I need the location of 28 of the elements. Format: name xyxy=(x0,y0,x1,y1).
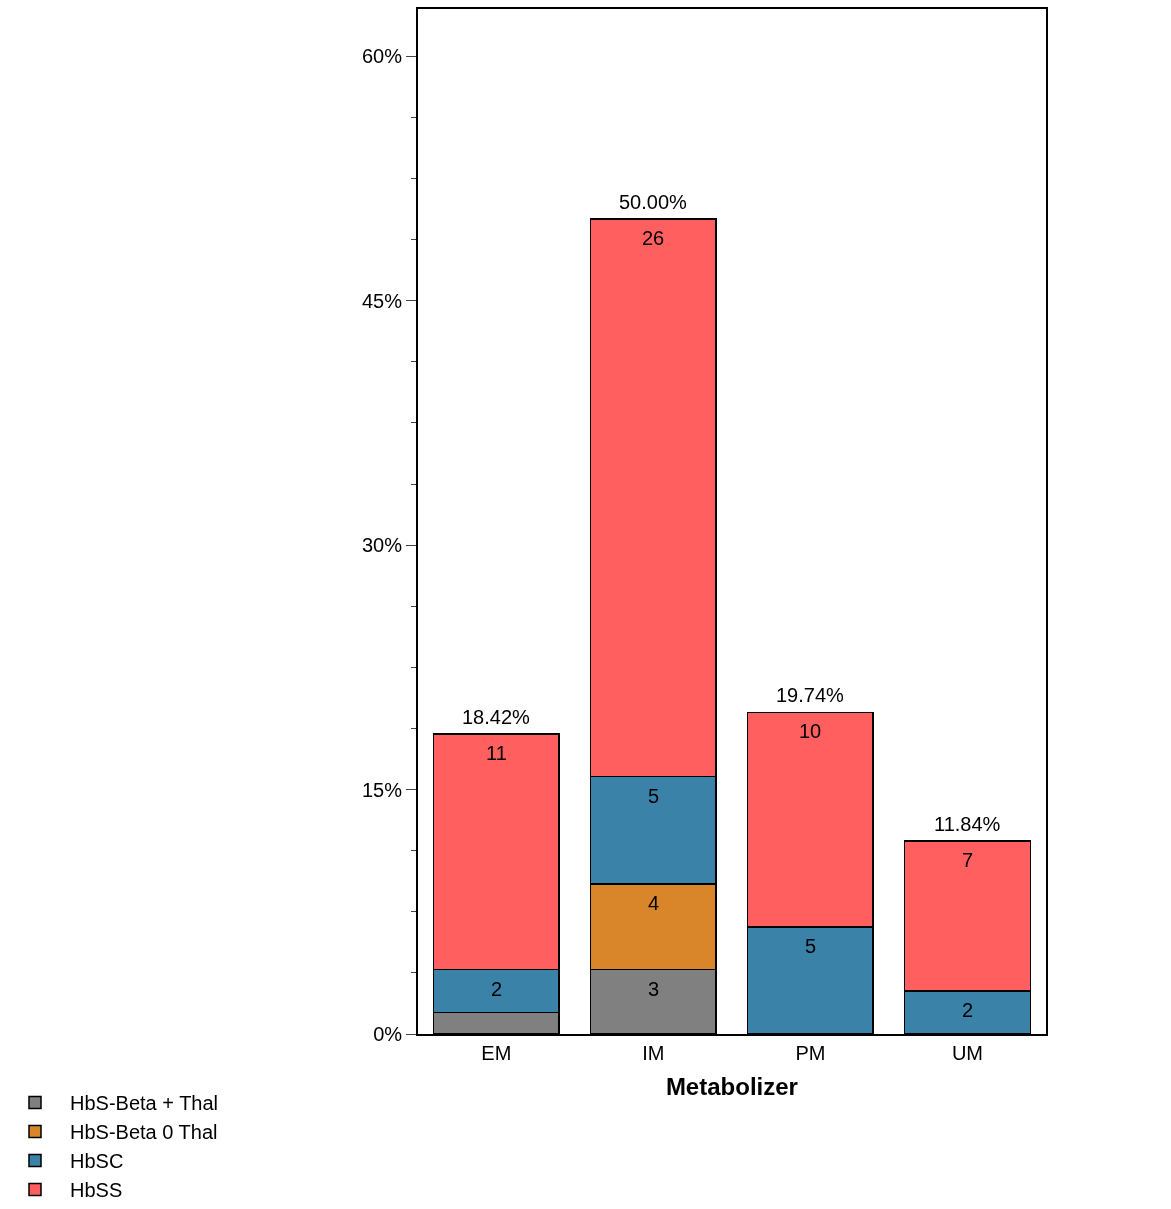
annotation: 3 xyxy=(648,978,660,1000)
legend-label: HbS-Beta 0 Thal xyxy=(70,1121,218,1144)
annotation: 4 xyxy=(648,892,660,914)
annotation: 10 xyxy=(799,720,822,742)
total-label: 50.00% xyxy=(619,191,688,213)
x-axis-title: Metabolizer xyxy=(665,1072,798,1100)
annotation: 5 xyxy=(648,785,660,807)
y-tick-label: 45% xyxy=(362,289,403,312)
x-tick-label: EM xyxy=(481,1041,512,1064)
x-tick-label: UM xyxy=(951,1041,984,1064)
legend-label: HbSS xyxy=(70,1179,123,1202)
y-tick-label: 30% xyxy=(362,534,403,557)
annotation: 2 xyxy=(962,999,974,1021)
y-tick-label: 15% xyxy=(362,778,403,801)
annotation: 7 xyxy=(962,849,974,871)
total-label: 11.84% xyxy=(934,813,1001,835)
annotation: 11 xyxy=(486,742,507,764)
y-tick-label: 60% xyxy=(362,45,403,68)
legend-label: HbSC xyxy=(70,1150,124,1173)
total-label: 19.74% xyxy=(776,684,845,706)
x-tick-label: IM xyxy=(642,1041,665,1064)
annotation: 5 xyxy=(805,935,817,957)
annotation: 26 xyxy=(642,227,665,249)
legend-label: HbS-Beta + Thal xyxy=(70,1092,219,1115)
annotation: 2 xyxy=(491,978,503,1000)
total-label: 18.42% xyxy=(462,706,531,728)
y-tick-label: 0% xyxy=(373,1023,403,1045)
x-tick-label: PM xyxy=(795,1041,826,1064)
